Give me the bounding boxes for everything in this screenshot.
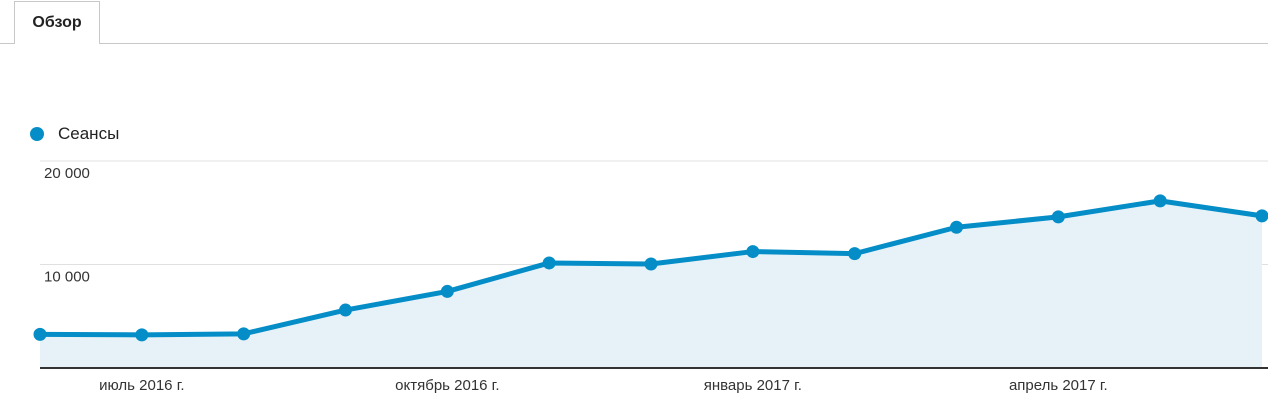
legend-dot-icon [30,127,44,141]
data-point-2016-10 [440,284,454,298]
x-tick-label-2016-07: июль 2016 г. [99,377,184,394]
chart-legend: Сеансы [30,124,119,144]
data-point-2016-08 [237,327,251,341]
data-point-2016-12 [644,257,658,271]
data-point-2016-07 [135,328,149,342]
tab-bar: Обзор [0,0,1268,45]
data-point-2017-03 [950,220,963,234]
y-tick-label-20000: 20 000 [44,165,90,182]
data-point-2016-11 [542,256,556,270]
data-point-2016-06 [33,327,47,341]
data-point-2016-09 [339,303,352,317]
data-point-2017-02 [848,247,862,261]
legend-label-sessions[interactable]: Сеансы [58,124,120,143]
x-tick-label-2016-10: октябрь 2016 г. [395,377,499,394]
data-point-2017-01 [746,245,760,259]
y-tick-label-10000: 10 000 [44,269,90,286]
data-point-2017-04 [1051,210,1065,224]
x-tick-label-2017-04: апрель 2017 г. [1009,377,1108,394]
data-point-2017-06 [1255,209,1268,223]
tab-overview[interactable]: Обзор [14,1,100,45]
data-point-2017-05 [1153,194,1167,208]
series-area-sessions [40,200,1262,368]
x-tick-label-2017-01: январь 2017 г. [704,377,802,394]
